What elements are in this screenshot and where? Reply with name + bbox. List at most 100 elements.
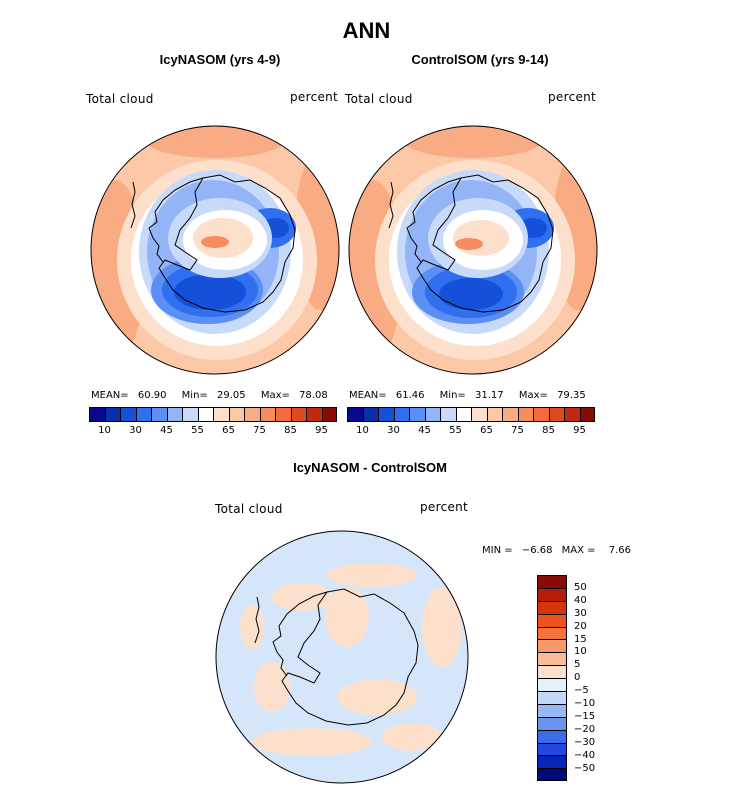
colorbar-tick-label: 30 [574,607,587,619]
colorbar-cell [347,407,363,422]
bottom-max-value: 7.66 [608,545,631,556]
colorbar-tick-label: −30 [574,736,596,748]
left-max-label: Max= [260,390,290,401]
left-polar-map [90,125,340,375]
right-units-label: percent [548,90,597,104]
colorbar-tick-label: −20 [574,723,596,735]
colorbar-cell [548,407,564,422]
right-stats: MEAN= 61.46 Min= 31.17 Max= 79.35 [349,390,586,401]
colorbar-cell [409,407,425,422]
colorbar-cell [166,407,182,422]
colorbar-tick-label: 85 [542,425,555,436]
colorbar-tick-label: 30 [129,425,142,436]
colorbar-cell [537,626,567,640]
colorbar-tick-label: 10 [574,646,587,658]
colorbar-cell [259,407,275,422]
colorbar-cell [502,407,518,422]
left-colorbar [89,407,337,422]
colorbar-tick-label: 85 [284,425,297,436]
colorbar-cell [393,407,409,422]
colorbar-tick-label: 15 [574,633,587,645]
colorbar-tick-label: 55 [191,425,204,436]
colorbar-tick-label: 10 [98,425,111,436]
colorbar-cell [537,755,567,769]
left-min-value: 29.05 [216,390,246,401]
colorbar-cell [424,407,440,422]
bottom-units-label: percent [420,500,469,514]
colorbar-tick-label: 95 [315,425,328,436]
colorbar-cell [471,407,487,422]
colorbar-cell [537,703,567,717]
bottom-colorbar [537,575,567,782]
colorbar-tick-label: 40 [574,594,587,606]
colorbar-cell [104,407,120,422]
figure-title: ANN [342,18,391,43]
left-max-value: 78.08 [299,390,328,401]
colorbar-cell [321,407,337,422]
left-mean-value: 60.90 [137,390,167,401]
colorbar-cell [290,407,306,422]
colorbar-cell [244,407,260,422]
colorbar-cell [362,407,378,422]
right-min-label: Min= [439,390,466,401]
left-mean-label: MEAN= [91,390,129,401]
colorbar-cell [455,407,471,422]
colorbar-tick-label: 75 [253,425,266,436]
colorbar-cell [533,407,549,422]
bottom-min-value: −6.68 [521,545,553,556]
colorbar-cell [564,407,580,422]
bottom-max-label: MAX = [561,545,596,556]
left-stats: MEAN= 60.90 Min= 29.05 Max= 78.08 [91,390,328,401]
colorbar-tick-label: 30 [387,425,400,436]
colorbar-cell [120,407,136,422]
right-max-label: Max= [518,390,548,401]
colorbar-tick-label: 45 [160,425,173,436]
colorbar-tick-label: 65 [480,425,493,436]
right-mean-value: 61.46 [395,390,425,401]
colorbar-cell [537,652,567,666]
colorbar-cell [537,587,567,601]
colorbar-cell [579,407,595,422]
colorbar-cell [440,407,456,422]
colorbar-tick-label: −10 [574,698,596,709]
colorbar-cell [228,407,244,422]
colorbar-cell [197,407,213,422]
left-variable-label: Total cloud [86,92,154,106]
colorbar-cell [537,639,567,653]
colorbar-cell [537,691,567,704]
colorbar-cell [182,407,198,422]
colorbar-tick-label: 0 [574,672,581,684]
colorbar-tick-label: 65 [222,425,235,436]
bottom-variable-label: Total cloud [215,502,283,516]
colorbar-tick-label: −5 [574,685,589,697]
colorbar-cell [537,613,567,627]
left-panel-title: IcyNASOM (yrs 4-9) [159,52,281,67]
colorbar-tick-label: 55 [449,425,462,436]
colorbar-cell [378,407,394,422]
colorbar-tick-label: −40 [574,749,596,761]
colorbar-cell [275,407,291,422]
left-min-label: Min= [181,390,208,401]
bottom-stats: MIN = −6.68 MAX = 7.66 [482,545,631,556]
right-colorbar [347,407,595,422]
colorbar-cell [537,665,567,679]
right-colorbar-ticks: 10 30 45 55 65 75 85 95 [347,425,595,439]
bottom-min-label: MIN = [482,545,513,556]
right-variable-label: Total cloud [345,92,413,106]
colorbar-cell [537,768,567,782]
colorbar-cell [135,407,151,422]
colorbar-tick-label: 75 [511,425,524,436]
colorbar-cell [213,407,229,422]
colorbar-tick-label: 50 [574,581,587,593]
right-panel-title: ControlSOM (yrs 9-14) [411,52,549,67]
right-polar-map [348,125,598,375]
right-max-value: 79.35 [557,390,586,401]
colorbar-tick-label: 5 [574,659,581,671]
left-units-label: percent [290,90,339,104]
colorbar-tick-label: −15 [574,710,596,722]
right-mean-label: MEAN= [349,390,387,401]
colorbar-cell [89,407,105,422]
colorbar-tick-label: 45 [418,425,431,436]
colorbar-cell [306,407,322,422]
colorbar-tick-label: 20 [574,620,587,632]
